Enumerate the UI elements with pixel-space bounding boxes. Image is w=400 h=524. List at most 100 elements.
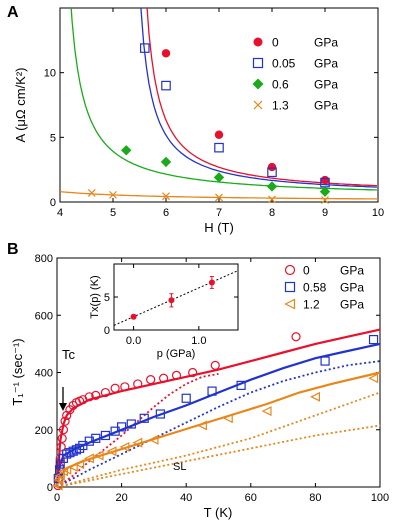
panel-b-point-s0 (58, 425, 69, 435)
panel-a-point-s2 (266, 181, 278, 192)
panel-b-xtick-label: 0 (54, 492, 60, 504)
panel-b-dotted-0 (56, 373, 219, 488)
panel-b-point-s2 (368, 373, 379, 384)
panel-b-point-s2 (52, 480, 63, 491)
panel-a-markers (87, 43, 331, 204)
panel-a-ytick-label: 5 (50, 132, 56, 144)
panel-a-legend: 0 GPa 0.05 GPa 0.6 GPa 1.3 GPa (252, 36, 338, 113)
panel-b-point-s0 (158, 373, 169, 383)
panel-a-xtick-label: 8 (269, 207, 275, 219)
panel-a: A 4 5 6 7 8 9 10 0 5 10 0 GPa 0.05 GPa 0.6 GPa 1.3 GPa H… (7, 4, 384, 235)
panel-b-ytick-label: 800 (35, 253, 53, 265)
panel-a-point-s3-stroke-b (321, 196, 329, 204)
panel-b-point-s0 (91, 390, 101, 400)
panel-b-point-s1 (236, 380, 246, 390)
panel-b-point-s1 (139, 413, 149, 423)
panel-b-point-s1 (68, 446, 78, 456)
panel-b-point-s1 (207, 386, 217, 396)
panel-a-xtick-label: 7 (216, 207, 222, 219)
panel-b-legend: 0 GPa 0.58 GPa 1.2 GPa (284, 264, 364, 312)
panel-b-point-s2 (310, 391, 320, 402)
panel-a-fit-0 (146, 8, 377, 187)
panel-b-point-s1 (84, 436, 94, 446)
panel-b-xlabel: T (K) (204, 505, 233, 520)
panel-a-point-s3 (109, 190, 117, 199)
panel-b-ytick-label: 200 (35, 425, 53, 437)
panel-b-point-s0 (110, 383, 120, 393)
panel-b-inset: 0.0 1.0 0 5 p (GPa) Tx(p) (K) (89, 263, 239, 360)
panel-a-point-s3 (162, 192, 170, 201)
panel-b-legend-label-0: 0 (303, 264, 310, 278)
panel-b-point-s2 (53, 474, 64, 485)
panel-a-legend-label-1: 0.05 (272, 57, 296, 71)
inset-ticks: 0.0 1.0 0 5 (104, 264, 238, 347)
panel-b-point-s2 (106, 446, 117, 457)
panel-a-ylabel: A (μΩ cm/K²) (13, 68, 28, 143)
panel-b-point-s2 (197, 420, 207, 431)
panel-b-legend-marker-0 (284, 264, 296, 276)
panel-a-point-s3-stroke-b (109, 190, 117, 199)
panel-b-point-s0 (188, 367, 198, 378)
inset-point (208, 279, 215, 286)
tc-label: Tc (62, 347, 76, 362)
panel-b-ytick-label: 400 (35, 368, 53, 380)
panel-b-point-s2 (119, 441, 130, 452)
panel-b-point-s2 (83, 453, 94, 464)
panel-b-point-s0 (57, 433, 67, 443)
panel-b-point-s1 (62, 449, 72, 459)
panel-a-legend-label-3: 1.3 (272, 99, 289, 113)
panel-b-point-s0 (133, 379, 143, 389)
tc-arrow-head (59, 403, 67, 411)
panel-a-xtick-label: 5 (110, 207, 116, 219)
panel-a-point-s1 (161, 80, 171, 91)
panel-b-point-s2 (74, 459, 85, 470)
panel-a-legend-label-0: 0 (272, 36, 279, 50)
panel-a-point-s2 (213, 172, 225, 183)
panel-b-legend-label-2: 1.2 (303, 298, 320, 312)
panel-b-point-s1 (116, 422, 127, 432)
panel-a-legend-marker-3-stroke-b (253, 100, 263, 110)
panel-a-point-s0 (161, 49, 171, 58)
panel-b-point-s1 (126, 419, 136, 429)
panel-b-point-s0 (60, 416, 70, 426)
panel-b-point-s1 (55, 459, 65, 469)
panel-a-fit-2 (70, 8, 377, 191)
inset-frame (113, 263, 239, 331)
panel-b-legend-marker-1 (284, 281, 296, 293)
panel-b-point-s0 (210, 360, 220, 370)
panel-a-point-s1 (140, 43, 150, 53)
panel-a-point-s3 (215, 193, 223, 202)
sl-annotation: SL (173, 461, 186, 473)
panel-a-point-s2 (160, 156, 172, 168)
inset-ytick-label: 5 (104, 292, 110, 304)
panel-a-ytick-label: 0 (50, 197, 56, 209)
tc-annotation: Tc (59, 347, 76, 411)
panel-a-point-s0 (267, 162, 277, 172)
panel-b-ticks: 0 20 40 60 80 100 0 200 400 600 800 (35, 253, 390, 504)
panel-b-point-s0 (56, 442, 66, 452)
panel-b-point-s0 (171, 370, 182, 380)
panel-b-point-s2 (54, 470, 65, 481)
panel-a-point-s3 (268, 195, 276, 204)
panel-b-point-s1 (100, 430, 111, 441)
inset-point (168, 297, 175, 304)
panel-b-point-s1 (75, 443, 85, 453)
panel-a-point-s3-stroke-b (215, 193, 223, 202)
panel-b-dotted-1 (56, 360, 381, 488)
panel-b-point-s0 (68, 400, 78, 411)
panel-a-point-s1 (214, 142, 224, 153)
panel-a-legend-marker-1 (252, 57, 264, 69)
panel-b-legend-unit-0: GPa (340, 264, 364, 278)
panel-a-xtick-label: 6 (163, 207, 169, 219)
inset-ylabel: Tx(p) (K) (89, 275, 101, 318)
panel-a-legend-marker-2 (252, 78, 264, 90)
panel-b-xtick-label: 60 (245, 492, 257, 504)
panel-a-xtick-label: 9 (322, 207, 328, 219)
inset-ytick-label: 0 (104, 325, 110, 337)
panel-a-point-s3-stroke-b (162, 192, 170, 201)
panel-b-point-s2 (132, 437, 143, 448)
panel-a-point-s2 (319, 186, 331, 197)
panel-b-point-s1 (91, 433, 101, 443)
panel-b-xtick-label: 20 (115, 492, 127, 504)
